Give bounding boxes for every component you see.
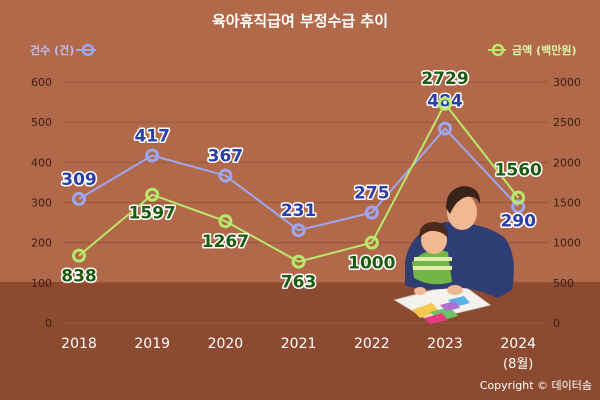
x-tick-label: 2019 xyxy=(134,336,170,352)
chart-title: 육아휴직급여 부정수급 추이 xyxy=(212,12,388,30)
y-right-tick-label: 1000 xyxy=(553,237,581,250)
legend-count: 건수 (건) xyxy=(30,43,96,57)
y-left-tick-label: 400 xyxy=(31,156,52,169)
series-line xyxy=(78,127,519,232)
data-point xyxy=(511,190,526,205)
parent-child-illustration xyxy=(393,186,514,324)
y-left-tick-label: 300 xyxy=(31,197,52,210)
data-label: 275 xyxy=(354,184,390,204)
x-tick-sublabel: (8월) xyxy=(503,357,533,372)
y-right-tick-label: 2500 xyxy=(553,116,581,129)
data-label: 763 xyxy=(281,273,317,293)
data-label: 231 xyxy=(281,201,317,221)
x-tick-label: 2023 xyxy=(427,336,463,352)
legend-amount-marker xyxy=(491,43,505,57)
series-layer: 309 417 367 231 275 484 290 838 1597 1267 763 1000 2… xyxy=(60,67,544,294)
data-label: 367 xyxy=(208,147,244,167)
y-left-tick-label: 600 xyxy=(31,76,52,89)
data-point xyxy=(72,248,86,263)
x-tick-label: 2024 xyxy=(500,336,536,352)
data-point xyxy=(72,191,86,206)
data-point xyxy=(438,121,452,136)
legend-amount: 금액 (백만원) xyxy=(488,43,576,57)
y-right-tick-label: 2000 xyxy=(553,156,581,169)
data-label: 838 xyxy=(61,267,97,287)
y-right-tick-label: 500 xyxy=(553,277,574,290)
data-label: 417 xyxy=(134,127,170,147)
series-line xyxy=(78,101,519,263)
data-point xyxy=(291,254,306,269)
data-label: 1597 xyxy=(129,204,176,224)
y-left-tick-label: 200 xyxy=(31,237,52,250)
copyright-text: Copyright © 데이터솜 xyxy=(480,379,592,392)
data-label: 309 xyxy=(61,170,97,190)
data-point xyxy=(364,235,379,250)
legend-count-label: 건수 (건) xyxy=(30,43,74,57)
legend-amount-label: 금액 (백만원) xyxy=(512,43,576,57)
data-label: 484 xyxy=(427,92,463,112)
y-left-tick-label: 500 xyxy=(31,116,52,129)
data-label: 2729 xyxy=(421,69,468,89)
background-bottom xyxy=(0,282,600,400)
data-point xyxy=(438,96,452,111)
data-point xyxy=(145,148,160,163)
data-label: 1560 xyxy=(495,161,542,181)
axis-labels: 0 0 100 500 200 1000 300 1500 400 2000 500 2500 600 3… xyxy=(31,76,581,372)
data-label: 290 xyxy=(500,212,536,232)
x-tick-label: 2020 xyxy=(208,336,244,352)
data-point xyxy=(364,205,379,220)
legend-count-marker xyxy=(81,43,95,57)
x-tick-label: 2022 xyxy=(354,336,390,352)
data-point xyxy=(218,168,233,183)
data-point xyxy=(511,199,526,214)
data-point xyxy=(291,223,306,238)
y-right-tick-label: 1500 xyxy=(553,197,581,210)
y-left-tick-label: 100 xyxy=(31,277,52,290)
y-right-tick-label: 3000 xyxy=(553,76,581,89)
data-label: 1267 xyxy=(202,232,249,252)
x-tick-label: 2018 xyxy=(61,336,97,352)
y-left-tick-label: 0 xyxy=(45,317,52,330)
background-top xyxy=(0,0,600,282)
data-point xyxy=(218,214,233,229)
data-label: 1000 xyxy=(348,254,395,274)
y-right-tick-label: 0 xyxy=(553,317,560,330)
x-tick-label: 2021 xyxy=(281,336,317,352)
data-point xyxy=(145,187,160,202)
